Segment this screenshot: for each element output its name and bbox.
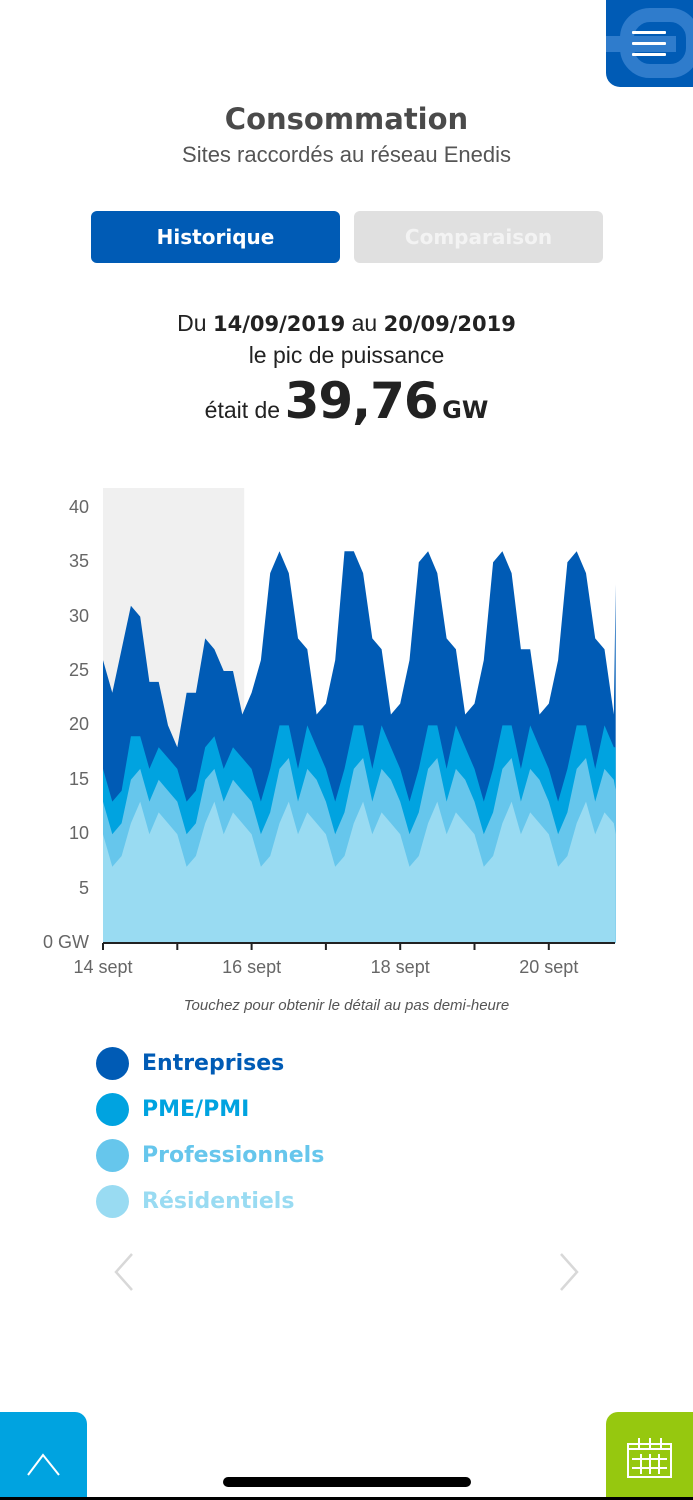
hamburger-line: [632, 53, 666, 56]
chart-hint: Touchez pour obtenir le détail au pas de…: [183, 997, 510, 1014]
x-tick-label: 14 sept: [73, 957, 133, 977]
x-tick-label: 20 sept: [519, 957, 579, 977]
chevron-up-icon: [27, 1453, 60, 1476]
legend-dot-icon: [96, 1092, 129, 1126]
legend-label: Résidentiels: [142, 1188, 295, 1214]
y-tick-label: 40: [68, 496, 89, 517]
hamburger-line: [632, 31, 666, 34]
period-prefix: Du: [177, 310, 207, 336]
y-tick-label: 10: [68, 823, 89, 844]
legend-label: Professionnels: [142, 1142, 325, 1168]
calendar-button[interactable]: [606, 1412, 693, 1500]
peak-caption: le pic de puissance: [248, 342, 445, 368]
y-tick-label: 20: [68, 714, 89, 735]
legend-label: PME/PMI: [142, 1096, 250, 1122]
tab-comparaison[interactable]: Comparaison: [354, 211, 603, 263]
hamburger-line: [632, 42, 666, 45]
peak-unit: GW: [442, 396, 489, 424]
peak-value-line: était de 39,76 GW: [0, 372, 693, 430]
y-tick-label: 5: [78, 877, 89, 898]
menu-button[interactable]: [606, 0, 693, 87]
x-tick-label: 18 sept: [370, 957, 430, 977]
legend-dot-icon: [96, 1046, 129, 1080]
page-subtitle: Sites raccordés au réseau Enedis: [182, 142, 511, 167]
legend-item-residentiels[interactable]: Résidentiels: [96, 1178, 324, 1224]
scroll-top-button[interactable]: [0, 1412, 87, 1500]
legend-dot-icon: [96, 1184, 129, 1218]
home-indicator: [223, 1477, 471, 1487]
y-tick-label: 30: [68, 605, 89, 626]
screen-edge: [0, 1497, 693, 1500]
consumption-chart[interactable]: [0, 0, 693, 1000]
legend-item-pme-pmi[interactable]: PME/PMI: [96, 1086, 324, 1132]
legend-dot-icon: [96, 1138, 129, 1172]
legend-item-professionnels[interactable]: Professionnels: [96, 1132, 324, 1178]
y-tick-label: 0 GW: [42, 932, 89, 952]
y-tick-label: 35: [68, 551, 89, 572]
y-tick-label: 25: [68, 660, 89, 680]
chart-legend: Entreprises PME/PMI Professionnels Résid…: [96, 1040, 324, 1224]
calendar-icon: [627, 1438, 672, 1478]
start-date: 14/09/2019: [212, 312, 346, 336]
enedis-logo-icon: [620, 8, 693, 78]
page-title: Consommation: [224, 102, 469, 136]
chevron-left-icon[interactable]: [112, 1252, 136, 1292]
legend-item-entreprises[interactable]: Entreprises: [96, 1040, 324, 1086]
end-date: 20/09/2019: [383, 312, 516, 336]
peak-prefix: était de: [204, 397, 281, 423]
period-middle: au: [351, 310, 378, 336]
peak-value: 39,76: [284, 372, 439, 430]
period-summary: Du 14/09/2019 au 20/09/2019: [0, 310, 693, 337]
tab-historique[interactable]: Historique: [91, 211, 340, 263]
chevron-right-icon[interactable]: [557, 1252, 581, 1292]
legend-label: Entreprises: [142, 1050, 285, 1076]
area-rsidentiels: [103, 801, 616, 943]
y-tick-label: 15: [68, 768, 89, 789]
x-tick-label: 16 sept: [222, 957, 282, 977]
